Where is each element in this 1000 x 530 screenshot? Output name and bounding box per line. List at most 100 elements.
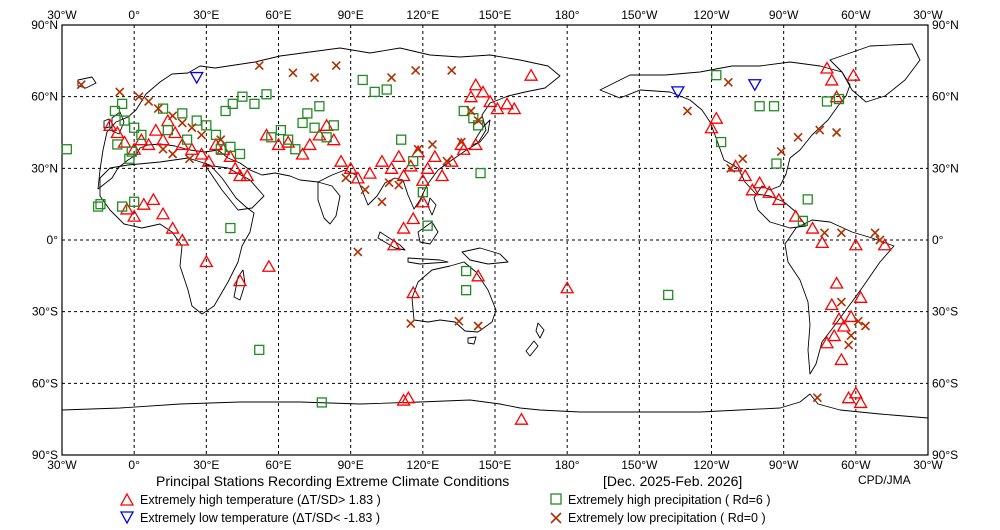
high-temperature-marker — [827, 328, 842, 342]
low-temperature-marker — [747, 79, 762, 92]
high-temperature-marker — [456, 142, 471, 155]
high-temperature-marker — [475, 85, 491, 98]
legend-label-low-precipitation: Extremely low precipitation ( Rd=0 ) — [568, 511, 766, 525]
high-temperature-marker — [167, 125, 183, 139]
low-precipitation-marker — [144, 96, 154, 107]
high-temperature-marker — [853, 395, 868, 409]
low-precipitation-marker — [454, 316, 464, 326]
low-precipitation-marker — [158, 144, 168, 154]
blue-triangle-down-icon — [119, 511, 135, 525]
high-temperature-marker — [831, 312, 847, 325]
legend-label-high-precipitation: Extremely high precipitation ( Rd=6 ) — [568, 493, 771, 507]
high-temperature-marker — [391, 149, 406, 163]
low-precipitation-marker — [406, 319, 416, 329]
high-precipitation-marker — [201, 120, 212, 131]
high-precipitation-marker — [458, 105, 469, 117]
low-precipitation-marker — [860, 321, 871, 331]
high-temperature-marker — [148, 123, 163, 136]
low-precipitation-marker — [682, 106, 693, 116]
high-precipitation-marker — [116, 98, 128, 109]
low-precipitation-marker — [216, 135, 226, 145]
high-temperature-marker — [560, 280, 575, 294]
high-precipitation-marker — [357, 74, 368, 86]
low-precipitation-marker — [168, 149, 178, 159]
low-precipitation-marker — [196, 130, 207, 140]
high-precipitation-marker — [369, 86, 380, 98]
latitude-tick-label: 60°N — [932, 90, 959, 104]
high-temperature-marker — [406, 211, 421, 225]
high-precipitation-marker — [460, 265, 472, 277]
high-precipitation-marker — [316, 397, 327, 408]
high-precipitation-marker — [321, 132, 332, 143]
high-temperature-marker — [127, 209, 142, 222]
high-temperature-marker — [326, 132, 341, 146]
longitude-tick-label: 60°E — [265, 8, 291, 22]
longitude-tick-label: 120°W — [693, 8, 730, 22]
longitude-tick-label: 30°W — [47, 8, 77, 22]
high-precipitation-marker — [61, 144, 72, 155]
high-temperature-marker — [824, 297, 839, 311]
latitude-labels-left: 90°N 60°N 30°N 0° 30°S 60°S 90°S — [31, 18, 58, 462]
longitude-tick-label: 150°W — [621, 458, 658, 472]
high-temperature-marker — [834, 352, 849, 366]
high-temperature-marker — [302, 137, 317, 151]
low-precipitation-marker — [473, 115, 483, 126]
low-precipitation-marker — [288, 68, 298, 78]
high-temperature-marker — [232, 273, 248, 287]
low-precipitation-marker — [875, 235, 885, 245]
high-precipitation-marker — [408, 156, 419, 167]
high-precipitation-marker — [129, 122, 140, 133]
latitude-tick-label: 30°N — [31, 161, 58, 175]
high-temperature-marker — [374, 154, 390, 167]
legend-item-low-precipitation: Extremely low precipitation ( Rd=0 ) — [550, 511, 766, 525]
high-precipitation-marker — [309, 122, 320, 133]
low-precipitation-marker — [456, 137, 466, 147]
high-temperature-marker — [829, 276, 844, 289]
high-precipitation-marker — [112, 139, 123, 150]
high-temperature-marker — [499, 97, 515, 110]
high-temperature-marker — [281, 135, 296, 148]
high-temperature-marker — [471, 269, 486, 282]
longitude-tick-label: 60°E — [265, 458, 291, 472]
high-precipitation-marker — [417, 187, 428, 198]
latitude-labels-right: 90°N 60°N 30°N 0° 30°S 60°S 90°S — [932, 18, 959, 462]
low-precipitation-marker — [447, 65, 457, 75]
low-precipitation-marker — [411, 65, 421, 75]
longitude-tick-label: 30°W — [913, 8, 943, 22]
low-precipitation-marker — [386, 72, 397, 83]
latitude-tick-label: 30°S — [32, 305, 58, 319]
latitude-tick-label: 90°N — [932, 18, 959, 32]
green-square-icon — [550, 493, 562, 505]
high-temperature-marker — [333, 154, 349, 167]
high-temperature-marker — [396, 168, 411, 182]
high-temperature-marker — [824, 73, 839, 86]
longitude-tick-label: 60°W — [841, 8, 871, 22]
high-temperature-marker — [415, 194, 430, 208]
latitude-tick-label: 90°N — [31, 18, 58, 32]
high-precipitation-marker — [249, 98, 260, 109]
high-temperature-marker — [853, 290, 868, 303]
longitude-tick-label: 0° — [128, 8, 140, 22]
high-temperature-marker — [362, 166, 378, 179]
high-temperature-marker — [848, 237, 863, 251]
high-precipitation-marker — [234, 148, 246, 160]
low-precipitation-marker — [836, 228, 846, 238]
high-temperature-marker — [819, 61, 835, 74]
high-precipitation-marker — [227, 98, 238, 109]
longitude-tick-label: 60°W — [841, 458, 871, 472]
longitude-tick-label: 30°W — [47, 458, 77, 472]
high-temperature-marker — [415, 173, 430, 186]
high-precipitation-marker — [126, 146, 137, 157]
low-precipitation-marker — [442, 156, 452, 166]
low-precipitation-marker — [134, 92, 144, 102]
high-temperature-marker — [468, 137, 483, 151]
high-temperature-marker — [829, 89, 844, 103]
high-precipitation-marker — [297, 117, 308, 129]
high-precipitation-marker — [422, 220, 433, 231]
high-temperature-marker — [815, 235, 830, 249]
high-precipitation-marker — [119, 115, 130, 126]
high-temperature-marker — [396, 393, 411, 406]
high-precipitation-marker — [381, 84, 392, 95]
longitude-tick-label: 180° — [555, 458, 580, 472]
high-precipitation-marker — [802, 194, 813, 205]
